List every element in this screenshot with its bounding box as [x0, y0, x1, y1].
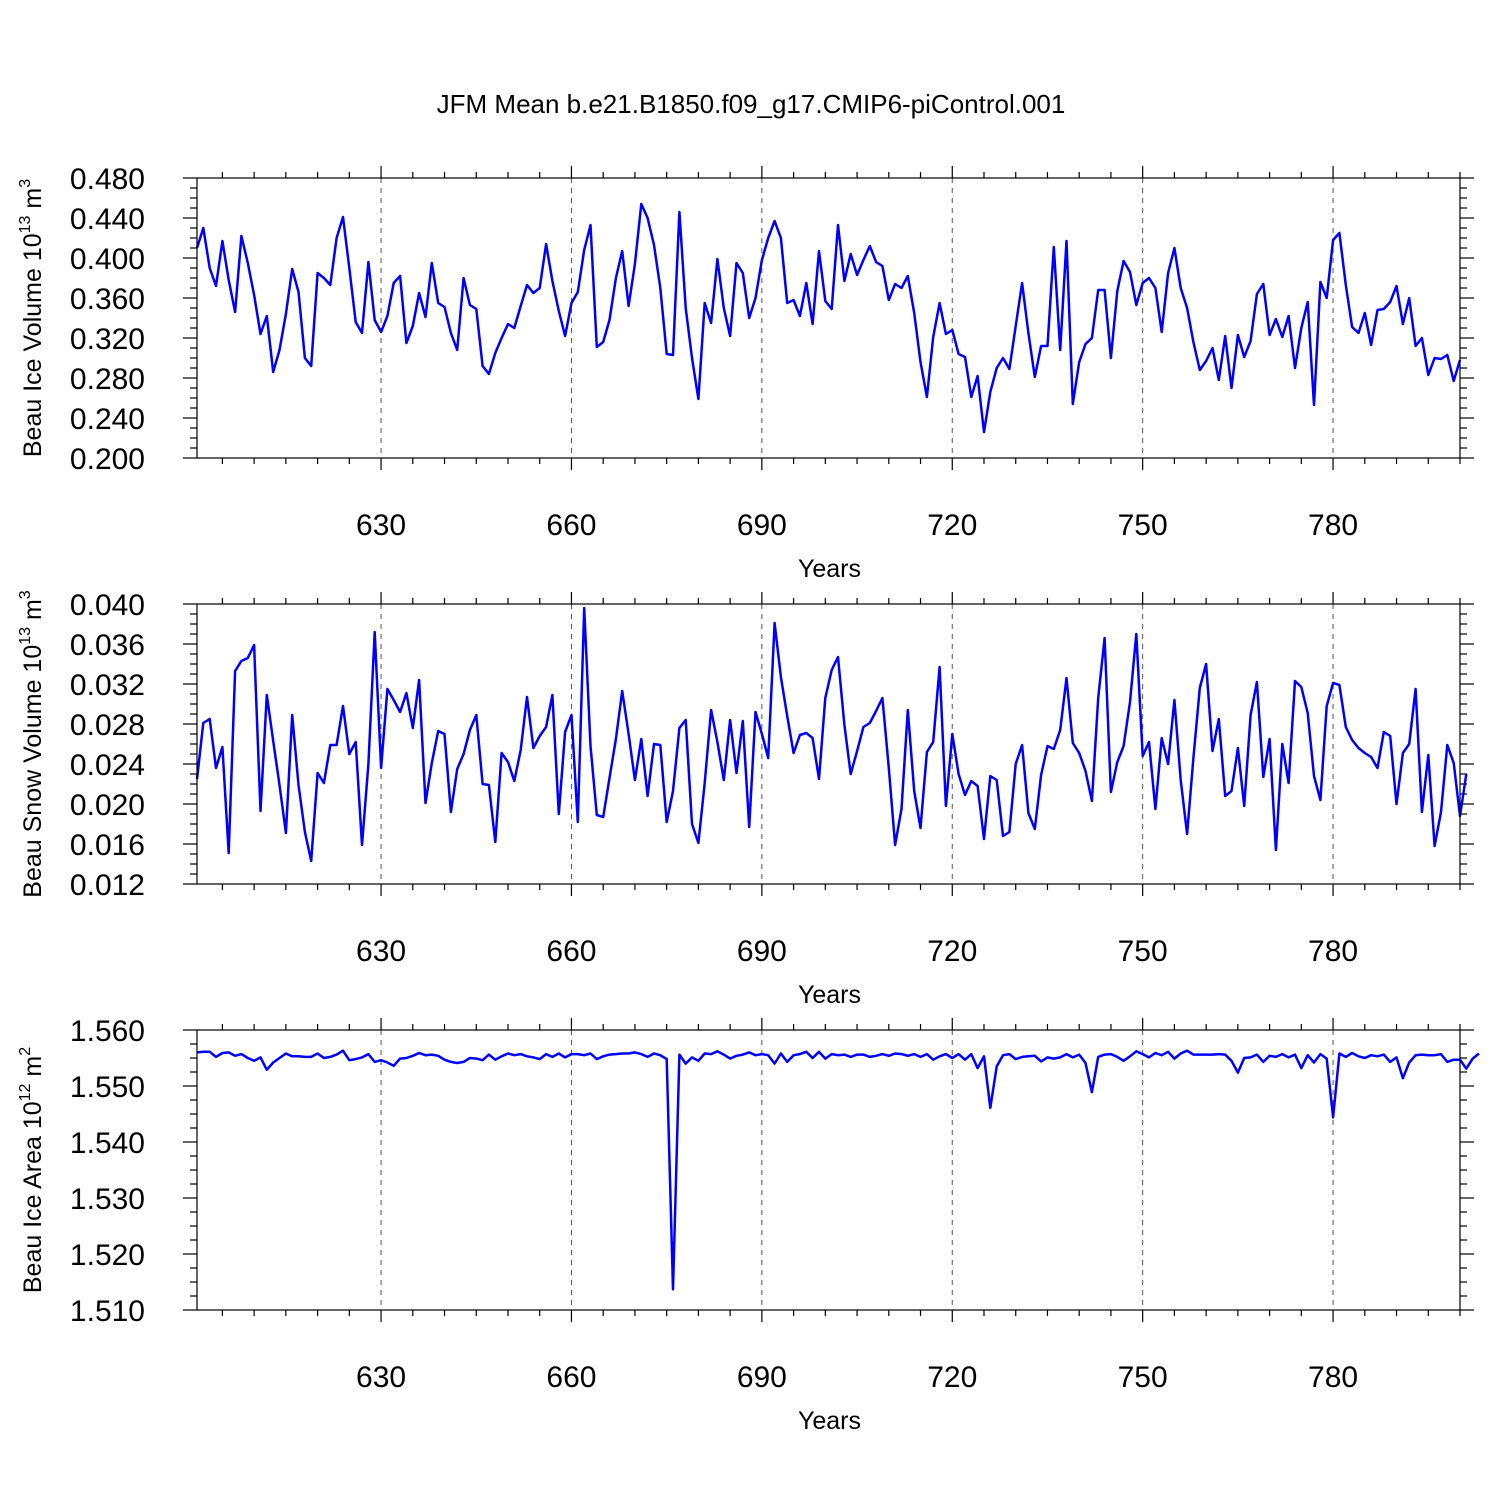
y-tick-label: 0.036	[70, 629, 145, 662]
x-tick-label: 630	[356, 1361, 406, 1394]
y-tick-label: 0.040	[70, 589, 145, 622]
y-tick-label: 0.200	[70, 443, 145, 476]
y-tick-label: 0.480	[70, 163, 145, 196]
y-axis-label: Beau Ice Area 1012 m2	[17, 1047, 47, 1293]
plot-frame	[196, 177, 1461, 459]
x-axis-label: Years	[798, 555, 861, 583]
x-tick-label: 660	[546, 1361, 596, 1394]
x-tick-label: 690	[737, 509, 787, 542]
y-axis-label-part: m	[19, 1056, 47, 1084]
y-axis-label: Beau Ice Volume 1013 m3	[17, 179, 47, 457]
y-tick-label: 1.540	[70, 1127, 145, 1160]
y-tick-label: 1.530	[70, 1183, 145, 1216]
series-line	[195, 606, 1468, 863]
y-tick-label: 0.032	[70, 669, 145, 702]
series-line	[195, 202, 1462, 434]
y-tick-label: 0.028	[70, 709, 145, 742]
x-tick-label: 720	[927, 935, 977, 968]
x-axis-label: Years	[798, 1407, 861, 1435]
y-tick-label: 0.016	[70, 829, 145, 862]
y-axis-label-part: 13	[17, 215, 34, 233]
x-tick-label: 690	[737, 1361, 787, 1394]
series-line	[196, 1049, 1480, 1291]
y-axis-label-part: 3	[17, 179, 34, 188]
y-tick-label: 0.320	[70, 323, 145, 356]
y-axis-label-part: Beau Snow Volume 10	[19, 645, 47, 898]
y-axis-label-part: 13	[17, 627, 34, 645]
y-axis-label-part: Beau Ice Volume 10	[19, 233, 47, 457]
y-axis-label-part: 2	[17, 1047, 34, 1056]
y-tick-label: 0.024	[70, 749, 145, 782]
x-tick-label: 750	[1118, 935, 1168, 968]
x-tick-label: 630	[356, 509, 406, 542]
y-tick-label: 0.360	[70, 283, 145, 316]
chart-panel-3: 1.510 1.520 1.530 1.540 1.550 1.560 630 660 690 7…	[17, 1015, 1480, 1435]
y-axis-label-part: 3	[17, 590, 34, 599]
x-tick-label: 660	[546, 935, 596, 968]
x-tick-label: 750	[1118, 1361, 1168, 1394]
y-tick-label: 0.012	[70, 869, 145, 902]
chart-panel-1: 0.200 0.240 0.280 0.320 0.360 0.400 0.440 0.480…	[17, 163, 1474, 583]
panels: 0.200 0.240 0.280 0.320 0.360 0.400 0.440 0.480…	[17, 163, 1480, 1435]
y-tick-label: 1.550	[70, 1071, 145, 1104]
x-tick-label: 750	[1118, 509, 1168, 542]
y-tick-label: 1.560	[70, 1015, 145, 1048]
y-tick-label: 0.400	[70, 243, 145, 276]
y-axis-label: Beau Snow Volume 1013 m3	[17, 590, 47, 898]
x-tick-label: 660	[546, 509, 596, 542]
chart-panel-2: 0.012 0.016 0.020 0.024 0.028 0.032 0.036 0.040…	[17, 589, 1474, 1009]
figure-title: JFM Mean b.e21.B1850.f09_g17.CMIP6-piCon…	[437, 89, 1066, 119]
y-axis-label-part: m	[19, 188, 47, 216]
plot-frame	[196, 1029, 1461, 1311]
x-tick-label: 780	[1308, 1361, 1358, 1394]
y-tick-label: 1.510	[70, 1295, 145, 1328]
x-tick-label: 720	[927, 1361, 977, 1394]
x-tick-label: 690	[737, 935, 787, 968]
y-tick-label: 1.520	[70, 1239, 145, 1272]
x-tick-label: 780	[1308, 509, 1358, 542]
y-axis-label-part: Beau Ice Area 10	[19, 1101, 47, 1293]
x-tick-label: 720	[927, 509, 977, 542]
y-tick-label: 0.240	[70, 403, 145, 436]
x-tick-label: 780	[1308, 935, 1358, 968]
plot-frame	[196, 603, 1461, 885]
x-tick-label: 630	[356, 935, 406, 968]
x-axis-label: Years	[798, 981, 861, 1009]
y-axis-label-part: 12	[17, 1083, 34, 1101]
y-tick-label: 0.020	[70, 789, 145, 822]
y-tick-label: 0.440	[70, 203, 145, 236]
y-tick-label: 0.280	[70, 363, 145, 396]
y-axis-label-part: m	[19, 599, 47, 627]
